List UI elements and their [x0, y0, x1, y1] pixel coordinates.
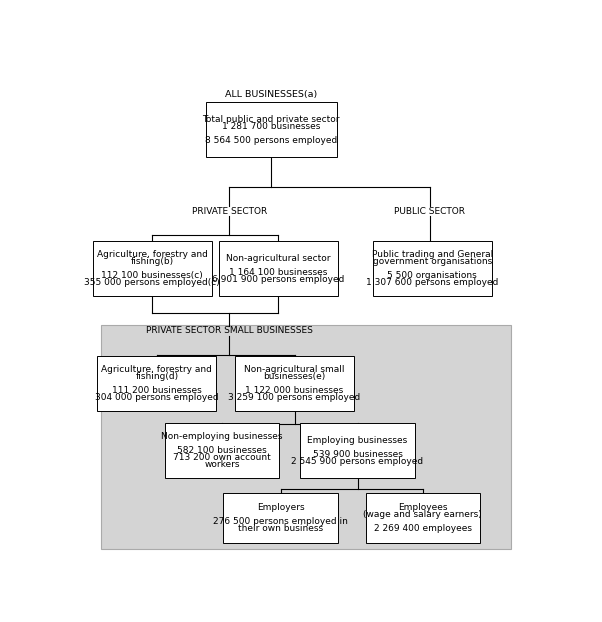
Text: 582 100 businesses: 582 100 businesses — [178, 446, 267, 455]
Text: 111 200 businesses: 111 200 businesses — [112, 386, 202, 395]
Text: 1 164 100 businesses: 1 164 100 businesses — [229, 267, 327, 277]
Text: Employing businesses: Employing businesses — [308, 435, 408, 445]
Text: Employers: Employers — [256, 503, 305, 512]
Text: 6 901 900 persons employed: 6 901 900 persons employed — [212, 274, 344, 284]
Text: PRIVATE SECTOR: PRIVATE SECTOR — [191, 207, 267, 216]
Text: 276 500 persons employed in: 276 500 persons employed in — [213, 517, 348, 526]
Text: 1 281 700 businesses: 1 281 700 businesses — [222, 122, 320, 131]
FancyBboxPatch shape — [101, 325, 512, 549]
Text: 5 500 organisations: 5 500 organisations — [387, 271, 477, 280]
Text: government organisations: government organisations — [373, 257, 492, 266]
Text: businesses(e): businesses(e) — [264, 372, 326, 381]
Text: fishing(b): fishing(b) — [131, 257, 174, 266]
Text: Non-agricultural small: Non-agricultural small — [244, 365, 345, 374]
Text: (wage and salary earners): (wage and salary earners) — [364, 509, 482, 519]
Text: Public trading and General: Public trading and General — [371, 250, 493, 259]
Text: PRIVATE SECTOR SMALL BUSINESSES: PRIVATE SECTOR SMALL BUSINESSES — [146, 327, 312, 335]
Text: 112 100 businesses(c): 112 100 businesses(c) — [101, 271, 203, 280]
FancyBboxPatch shape — [98, 356, 216, 411]
FancyBboxPatch shape — [206, 102, 337, 157]
FancyBboxPatch shape — [373, 241, 492, 296]
FancyBboxPatch shape — [93, 241, 212, 296]
FancyBboxPatch shape — [235, 356, 354, 411]
Text: 2 269 400 employees: 2 269 400 employees — [374, 524, 472, 532]
Text: 539 900 businesses: 539 900 businesses — [312, 450, 403, 458]
FancyBboxPatch shape — [223, 493, 338, 543]
Text: Total public and private sector: Total public and private sector — [202, 115, 340, 124]
FancyBboxPatch shape — [300, 423, 415, 478]
Text: 3 259 100 persons employed: 3 259 100 persons employed — [228, 393, 361, 402]
Text: Agriculture, forestry and: Agriculture, forestry and — [102, 365, 213, 374]
Text: workers: workers — [205, 460, 240, 469]
FancyBboxPatch shape — [219, 241, 338, 296]
Text: PUBLIC SECTOR: PUBLIC SECTOR — [394, 207, 465, 216]
FancyBboxPatch shape — [165, 423, 279, 478]
Text: Employees: Employees — [398, 503, 447, 512]
Text: Non-agricultural sector: Non-agricultural sector — [226, 254, 330, 262]
Text: 8 564 500 persons employed: 8 564 500 persons employed — [205, 136, 337, 145]
Text: 1 122 000 businesses: 1 122 000 businesses — [246, 386, 344, 395]
Text: Non-employing businesses: Non-employing businesses — [161, 432, 283, 441]
Text: 304 000 persons employed: 304 000 persons employed — [95, 393, 219, 402]
Text: fishing(d): fishing(d) — [135, 372, 178, 381]
Text: Agriculture, forestry and: Agriculture, forestry and — [97, 250, 208, 259]
Text: 2 545 900 persons employed: 2 545 900 persons employed — [291, 457, 424, 465]
Text: ALL BUSINESSES(a): ALL BUSINESSES(a) — [225, 90, 317, 99]
Text: 355 000 persons employed(c): 355 000 persons employed(c) — [84, 278, 220, 287]
Text: 1 307 600 persons employed: 1 307 600 persons employed — [366, 278, 498, 287]
FancyBboxPatch shape — [365, 493, 480, 543]
Text: 713 200 own account: 713 200 own account — [173, 453, 271, 462]
Text: their own business: their own business — [238, 524, 323, 532]
